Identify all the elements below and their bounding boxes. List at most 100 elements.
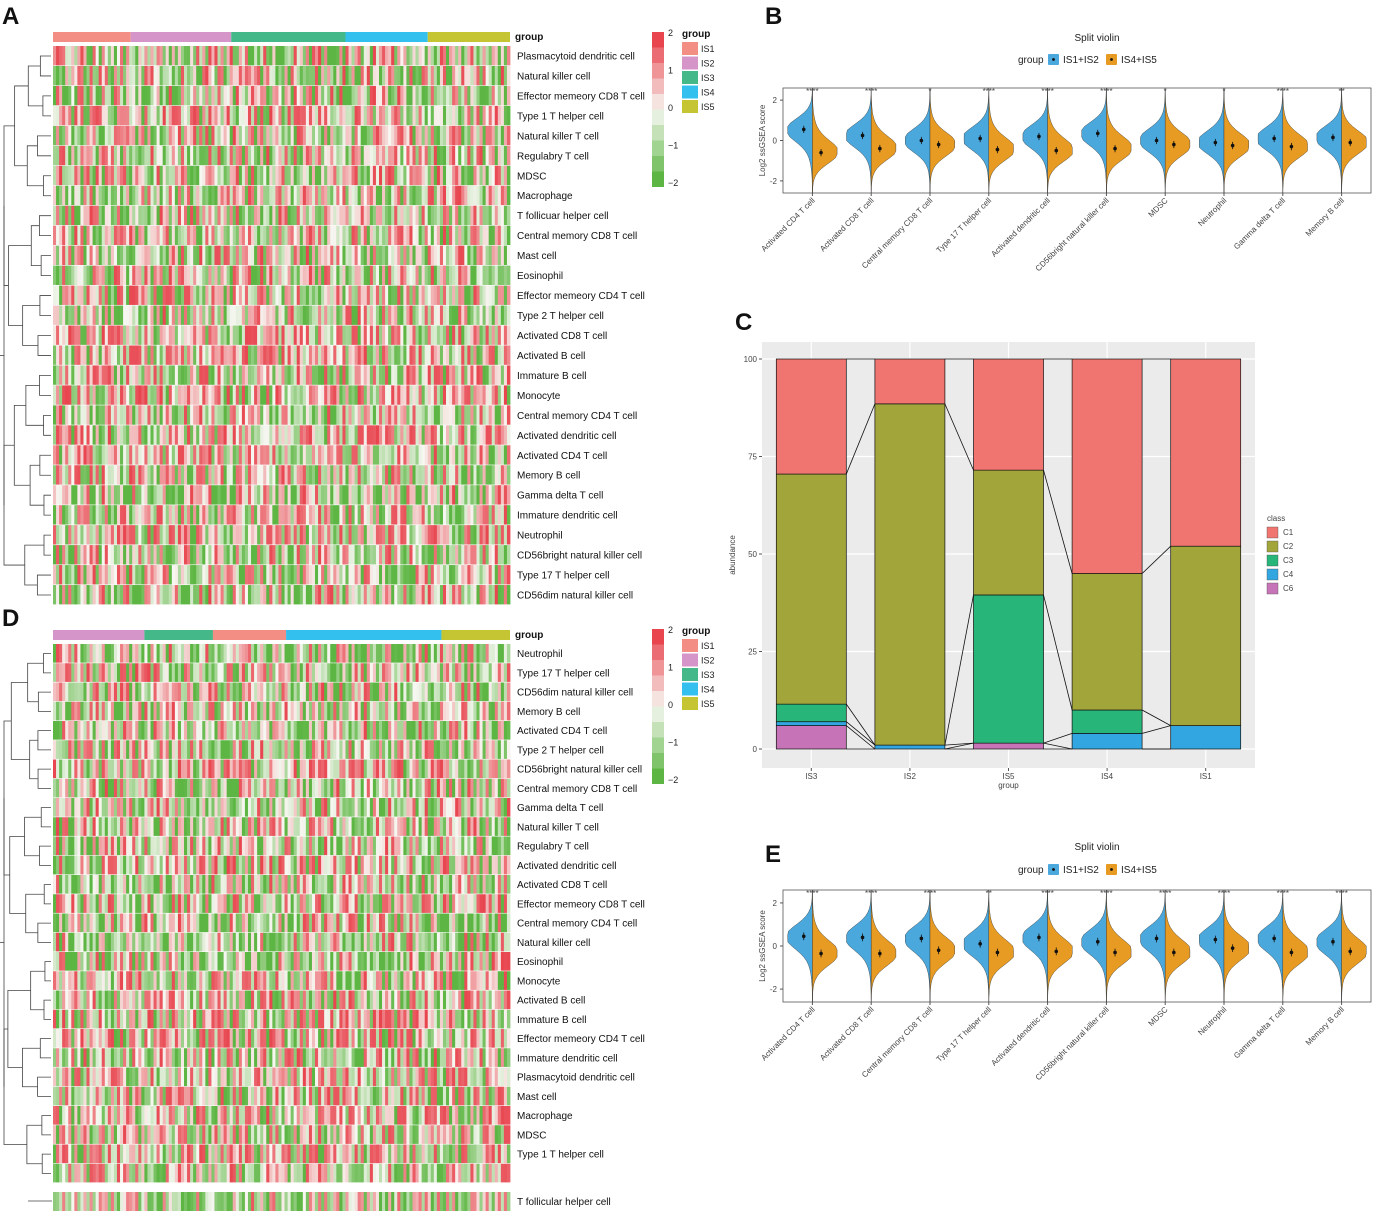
violin-significance: **** — [1159, 889, 1171, 898]
violin-median-left — [1272, 936, 1276, 941]
violin-legend-label: IS4+IS5 — [1121, 865, 1157, 876]
heatmap-row-label: Neutrophil — [517, 649, 563, 660]
bar-legend-swatch-c6 — [1266, 582, 1279, 595]
violin-left-half — [1199, 87, 1225, 194]
stacked-bar-chart-c: 0 25 50 75 100 abundance IS3 IS2 IS5 IS4 IS1 group c… — [728, 342, 1294, 790]
group-legend-swatch-is1 — [682, 639, 698, 652]
violin-significance: **** — [1335, 889, 1347, 898]
group-bar-segment-is1 — [53, 32, 131, 42]
violin-median-left — [919, 936, 924, 941]
heatmap-row-label: Regulabry T cell — [517, 842, 589, 853]
heatmap-row-label: Gamma delta T cell — [517, 491, 603, 502]
dendrogram — [0, 653, 51, 1174]
color-scale-tick: 1 — [668, 663, 673, 673]
violin-median-right — [1348, 140, 1353, 145]
violin-x-tick: Activated CD8 T cell — [818, 1005, 876, 1063]
violin-significance: **** — [1100, 889, 1112, 898]
violin-median-right — [936, 948, 941, 953]
color-scale-step — [652, 737, 664, 753]
heatmap-row-label: Activated dendritic cell — [517, 861, 617, 872]
violin-median-right — [995, 147, 1000, 152]
heatmap-row-label: Plasmacytoid dendritic cell — [517, 1073, 635, 1084]
violin-median-right — [1230, 946, 1235, 950]
heatmap-row-label: Immature dendritic cell — [517, 1053, 618, 1064]
bar-flow-line — [944, 742, 974, 746]
violin-left-half — [1257, 889, 1283, 1003]
violin-median-right — [878, 146, 882, 151]
bar-flow-line — [846, 725, 876, 750]
violin-median-left — [801, 127, 806, 132]
bar-flow-line — [1141, 545, 1171, 574]
violin-median-left — [1331, 939, 1335, 944]
heatmap-row-label: Central memory CD8 T cell — [517, 231, 637, 242]
violin-right-half — [1282, 889, 1308, 1003]
heatmap-row-label: Memory B cell — [517, 471, 580, 482]
heatmap-row-label: Activated CD8 T cell — [517, 331, 607, 342]
bar-flow-line — [1043, 594, 1073, 711]
violin-left-half — [787, 889, 813, 1003]
violin-median-left — [978, 942, 982, 946]
group-bar-segment-is5 — [441, 630, 510, 640]
bar-flow-line — [1043, 742, 1073, 750]
violin-median-right — [995, 950, 1000, 955]
violin-median-right — [1289, 144, 1294, 149]
violin-x-tick: Activated dendritic cell — [989, 1005, 1052, 1068]
bar-legend-swatch-c1 — [1266, 526, 1279, 539]
group-legend-swatch-is4 — [682, 85, 698, 99]
bar-segment-c2 — [874, 403, 946, 746]
group-bar-segment-is3 — [144, 630, 213, 640]
violin-median-right — [819, 951, 823, 956]
heatmap-row-label: Natural killer T cell — [517, 822, 599, 833]
heatmap-row-label: T follicular helper cell — [517, 1197, 611, 1208]
violin-right-half — [988, 889, 1014, 1003]
bar-x-tick: IS4 — [1101, 772, 1114, 781]
bar-segment-c2 — [775, 473, 847, 705]
violin-significance: **** — [1041, 889, 1053, 898]
bar-legend-swatch-c4 — [1266, 568, 1279, 581]
panel-label-d: D — [2, 605, 19, 632]
bar-legend-label: C1 — [1283, 528, 1294, 537]
violin-median-left — [1095, 939, 1100, 944]
violin-y-tick: 0 — [773, 137, 778, 146]
heatmap-row-label: Central memory CD4 T cell — [517, 411, 637, 422]
violin-left-half — [905, 889, 931, 1003]
violin-significance: * — [928, 87, 931, 96]
violin-significance: **** — [1100, 87, 1112, 96]
violin-median-right — [1054, 148, 1059, 153]
panel-label-b: B — [765, 3, 782, 30]
heatmap-row-label: Effector memeory CD8 T cell — [517, 899, 645, 910]
violin-x-tick: Central memory CD8 T cell — [860, 1005, 935, 1080]
violin-median-right — [1054, 949, 1059, 954]
color-scale-tick: 0 — [668, 103, 673, 113]
bar-segment-c2 — [973, 469, 1044, 596]
group-legend-swatch-is5 — [682, 100, 698, 113]
bar-segment-c4 — [874, 744, 946, 750]
heatmap-row-label: Effector memeory CD4 T cell — [517, 1034, 645, 1045]
bar-x-tick: IS1 — [1200, 772, 1213, 781]
violin-x-tick: Activated CD4 T cell — [759, 1005, 817, 1063]
heatmap-row-label: Activated B cell — [517, 351, 585, 362]
heatmap-row-label: Type 2 T helper cell — [517, 311, 604, 322]
color-scale-tick: 2 — [668, 28, 673, 38]
group-bar-segment-is5 — [427, 32, 510, 42]
group-bar-segment-is4 — [345, 32, 428, 42]
violin-significance: * — [1164, 87, 1167, 96]
violin-median-right — [936, 142, 941, 147]
bar-flow-line — [944, 403, 974, 471]
bar-segment-c1 — [775, 358, 847, 475]
violin-right-half — [1047, 87, 1073, 194]
violin-left-half — [1199, 889, 1225, 1003]
color-scale-step — [652, 140, 664, 156]
heatmap-row-label: Type 17 T helper cell — [517, 571, 609, 582]
group-legend-label: IS3 — [701, 73, 715, 83]
bar-segment-c6 — [973, 742, 1044, 750]
panel-label-e: E — [765, 841, 781, 868]
bar-y-tick: 50 — [748, 550, 757, 559]
group-legend-label: IS2 — [701, 656, 715, 666]
bar-legend-swatch-c3 — [1266, 554, 1279, 567]
bar-legend-label: C2 — [1283, 542, 1294, 551]
group-legend-swatch-is5 — [682, 697, 698, 710]
heatmap-row-label: Plasmacytoid dendritic cell — [517, 51, 635, 62]
group-legend-label: IS5 — [701, 699, 715, 709]
bar-flow-line — [944, 594, 974, 746]
